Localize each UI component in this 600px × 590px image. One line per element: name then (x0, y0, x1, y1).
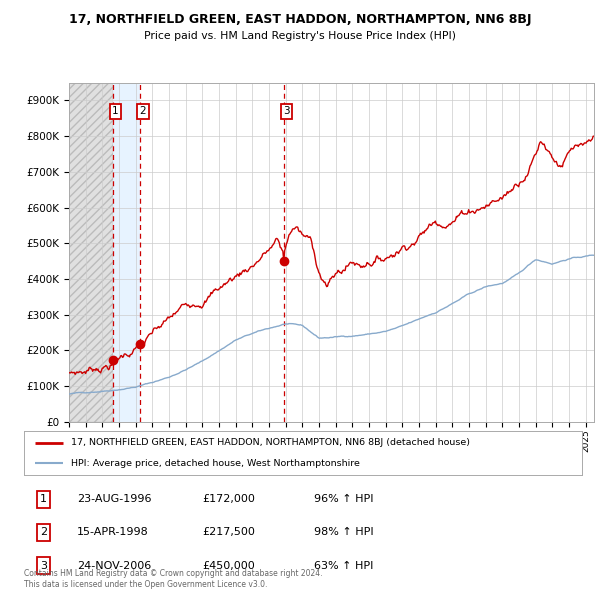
Text: 2: 2 (40, 527, 47, 537)
Text: 96% ↑ HPI: 96% ↑ HPI (314, 494, 374, 504)
Text: Contains HM Land Registry data © Crown copyright and database right 2024.
This d: Contains HM Land Registry data © Crown c… (24, 569, 323, 589)
Text: 17, NORTHFIELD GREEN, EAST HADDON, NORTHAMPTON, NN6 8BJ: 17, NORTHFIELD GREEN, EAST HADDON, NORTH… (69, 13, 531, 26)
Text: £172,000: £172,000 (203, 494, 256, 504)
Bar (69, 83, 113, 422)
Text: £450,000: £450,000 (203, 560, 256, 571)
Text: £217,500: £217,500 (203, 527, 256, 537)
Bar (113, 83, 140, 422)
Text: 24-NOV-2006: 24-NOV-2006 (77, 560, 151, 571)
Text: 2: 2 (140, 106, 146, 116)
Text: 17, NORTHFIELD GREEN, EAST HADDON, NORTHAMPTON, NN6 8BJ (detached house): 17, NORTHFIELD GREEN, EAST HADDON, NORTH… (71, 438, 470, 447)
Text: 1: 1 (112, 106, 119, 116)
Text: 3: 3 (40, 560, 47, 571)
Text: 63% ↑ HPI: 63% ↑ HPI (314, 560, 374, 571)
Text: HPI: Average price, detached house, West Northamptonshire: HPI: Average price, detached house, West… (71, 458, 361, 467)
Text: 15-APR-1998: 15-APR-1998 (77, 527, 149, 537)
Text: Price paid vs. HM Land Registry's House Price Index (HPI): Price paid vs. HM Land Registry's House … (144, 31, 456, 41)
Text: 3: 3 (283, 106, 290, 116)
Text: 98% ↑ HPI: 98% ↑ HPI (314, 527, 374, 537)
Text: 1: 1 (40, 494, 47, 504)
Text: 23-AUG-1996: 23-AUG-1996 (77, 494, 152, 504)
